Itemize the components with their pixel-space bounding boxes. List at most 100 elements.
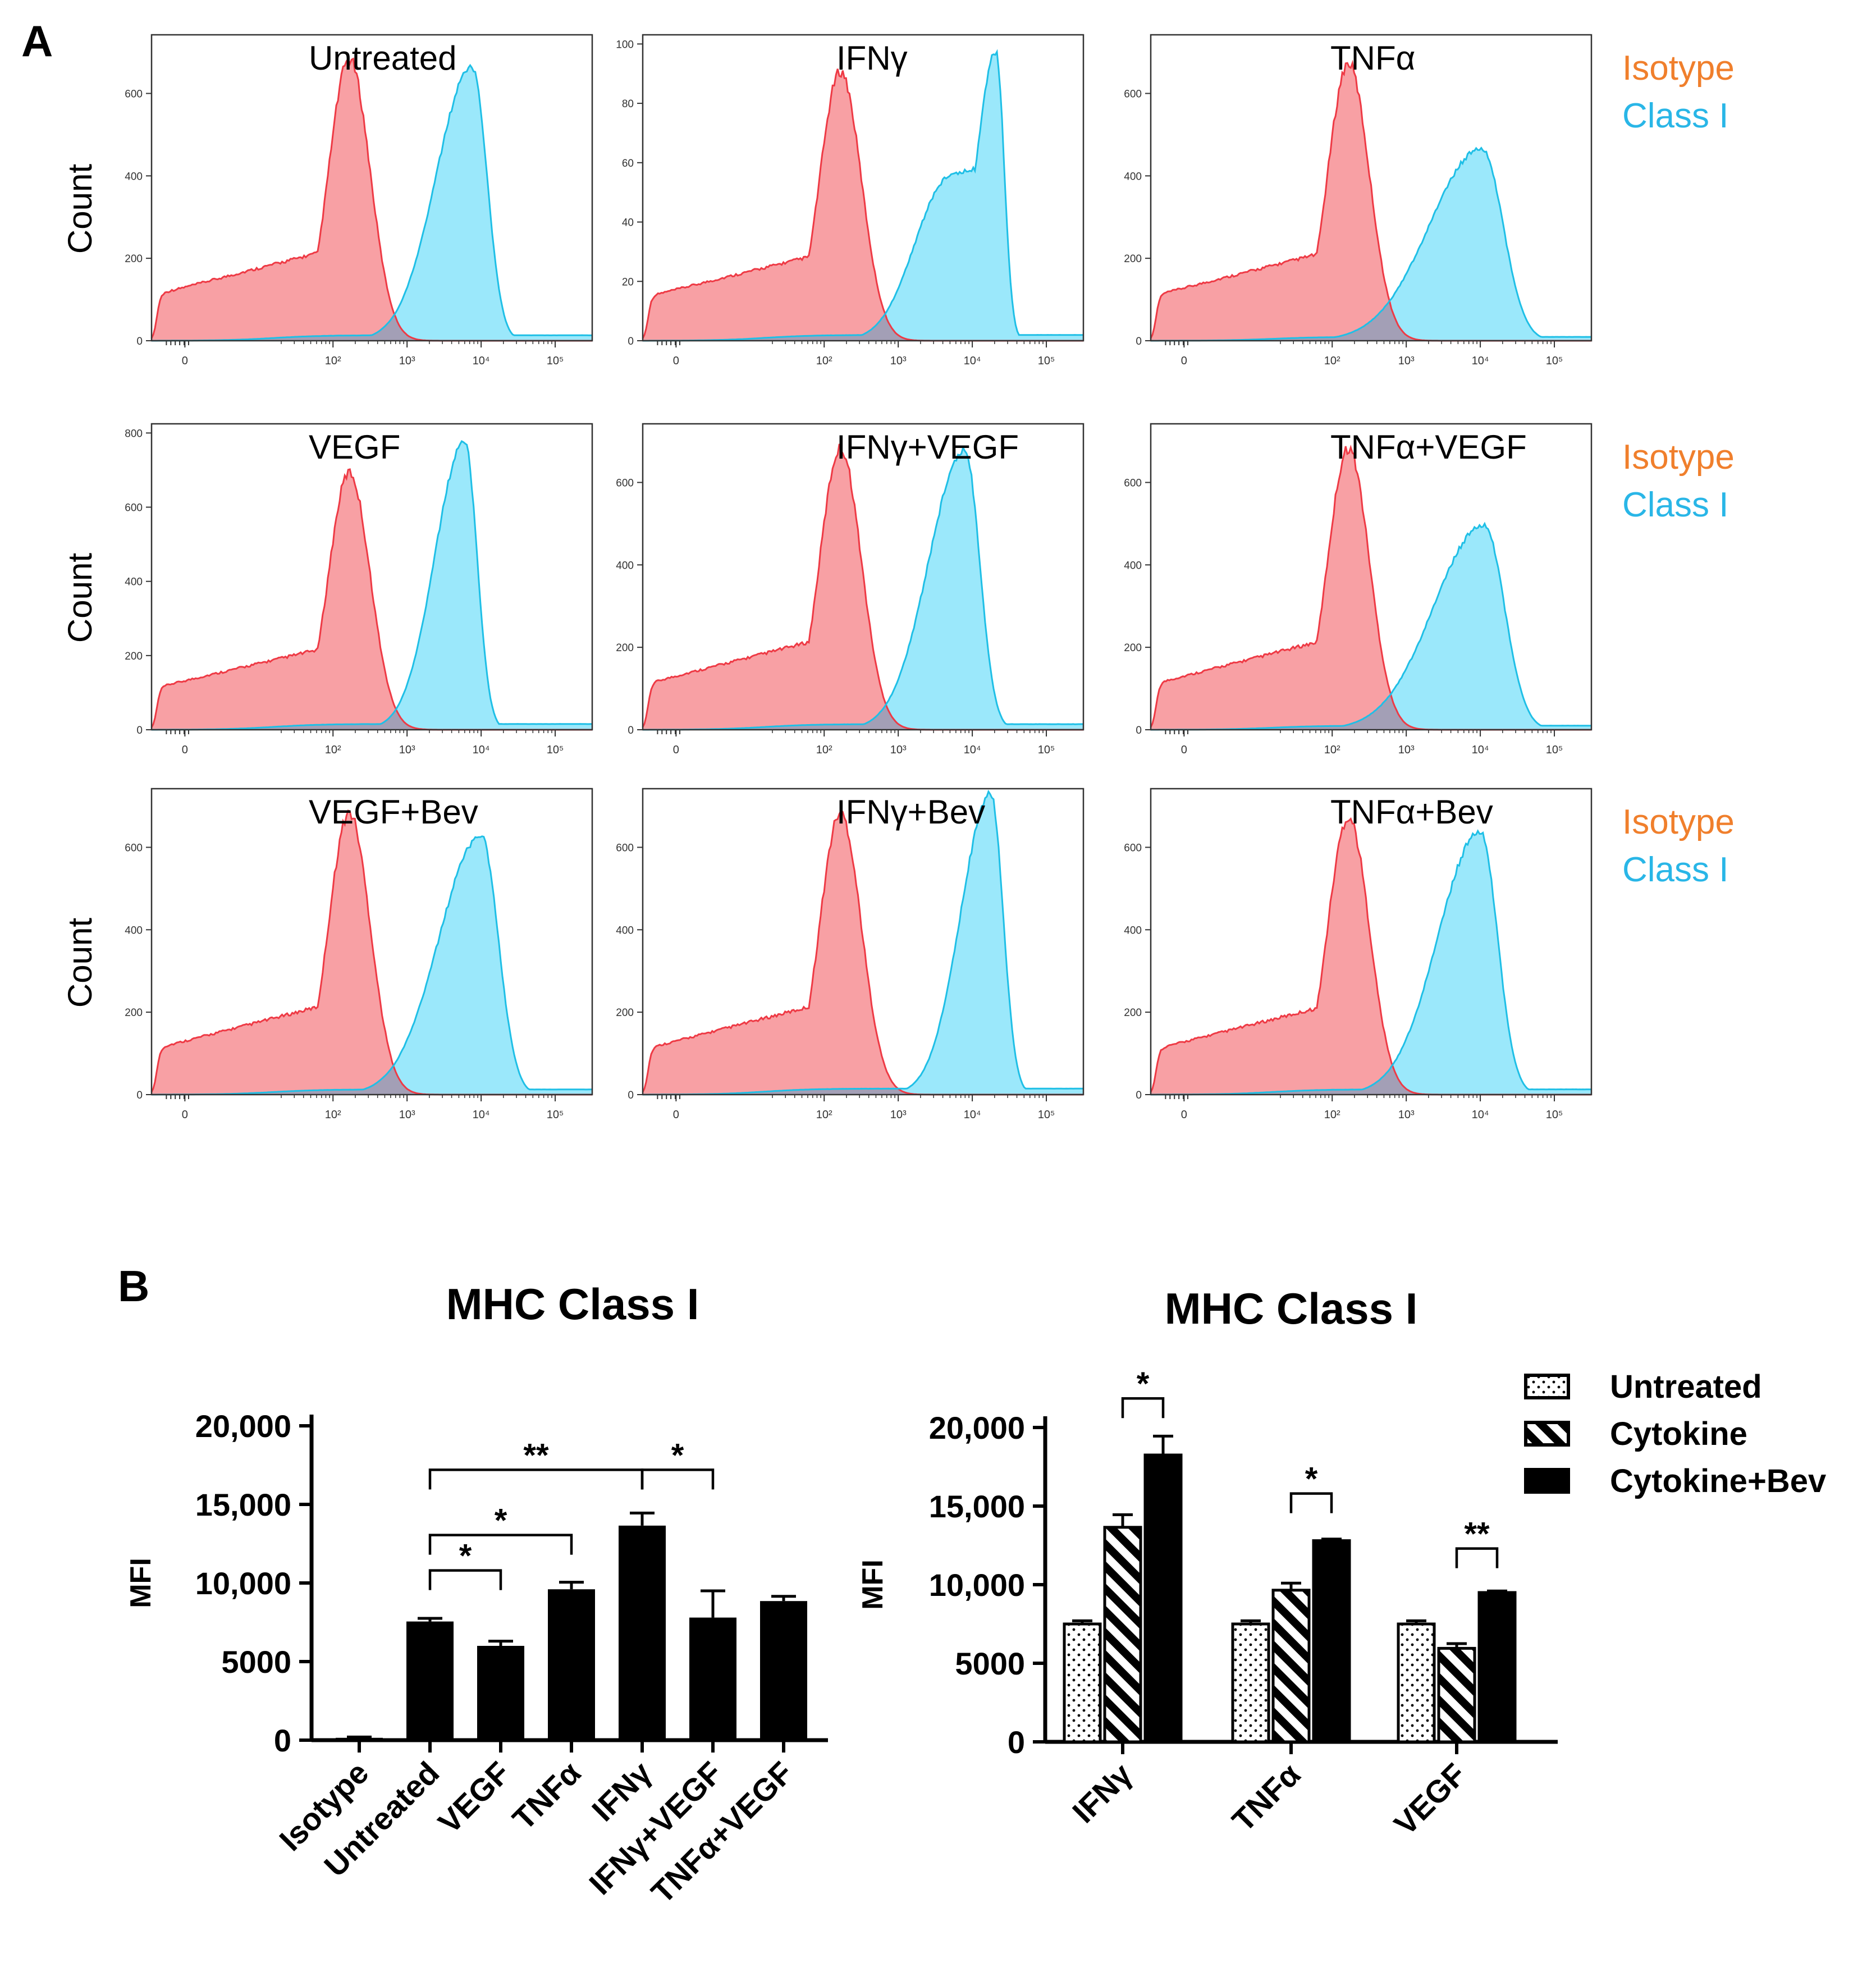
overlap-area [1151, 696, 1591, 730]
y-tick-label: 20,000 [195, 1408, 291, 1444]
x-tick-label: 10³ [1398, 1109, 1415, 1121]
x-tick-label: 10² [325, 1109, 341, 1121]
histogram-title: IFNγ+Bev [836, 793, 985, 831]
histogram-title: IFNγ+VEGF [836, 428, 1019, 466]
chart-title: MHC Class I [1165, 1284, 1418, 1333]
isotype-area [643, 811, 1083, 1095]
x-tick-label: TNFα [506, 1755, 588, 1837]
y-tick-label: 400 [616, 560, 634, 571]
histogram-title: IFNγ [836, 39, 908, 77]
histogram-title: VEGF+Bev [309, 793, 478, 831]
y-tick-label: 0 [1008, 1724, 1025, 1760]
significance-bracket [428, 1534, 573, 1555]
bar-VEGF-Cytokine [1437, 1646, 1476, 1744]
y-tick-label: 15,000 [195, 1487, 291, 1522]
histogram-title: TNFα+Bev [1330, 793, 1493, 831]
y-tick-label: 400 [125, 576, 143, 588]
class1-area [643, 52, 1083, 341]
legend-label: Untreated [1610, 1369, 1762, 1405]
histogram-title: TNFα+VEGF [1330, 428, 1527, 466]
x-tick-label: 10⁵ [1546, 355, 1563, 367]
bar-VEGF-Untreated [1397, 1622, 1436, 1744]
y-tick-label: 0 [1136, 336, 1142, 347]
histogram-frame [150, 34, 593, 342]
legend-class1: Class I [1622, 850, 1728, 889]
x-tick-label: 10² [816, 744, 832, 756]
bar-VEGF-Cytokine+Bev [1477, 1591, 1517, 1744]
y-tick-label: 200 [125, 1007, 143, 1019]
class1-area [152, 65, 592, 341]
isotype-area [1151, 63, 1591, 341]
histogram-1: Untreated 0 200 400 600 0 10² 10³ 10⁴ 10⁵ [125, 34, 593, 367]
x-tick-label: IFNγ [1065, 1756, 1138, 1829]
y-tick-label: 0 [1136, 725, 1142, 736]
y-tick-label: 10,000 [195, 1566, 291, 1601]
x-tick-label: 10³ [399, 1109, 415, 1121]
x-tick-label: 10⁴ [964, 1109, 981, 1121]
bar-chart-treatments: MHC Class I0500010,00015,00020,000MFIIso… [125, 1279, 828, 1910]
x-tick-label: 10³ [1398, 744, 1415, 756]
class1-area [643, 791, 1083, 1095]
y-tick-label: 600 [616, 477, 634, 489]
significance-bracket [1289, 1492, 1333, 1513]
y-tick-label: 400 [616, 925, 634, 936]
histogram-8: IFNγ+Bev 0 200 400 600 0 10² 10³ 10⁴ 10⁵ [616, 788, 1085, 1121]
x-tick-label: 10³ [399, 744, 415, 756]
class1-area [152, 836, 592, 1095]
bar-2 [406, 1621, 454, 1740]
histogram-frame [1150, 34, 1593, 342]
overlap-area [152, 710, 592, 730]
y-tick-label: 600 [1124, 842, 1142, 854]
y-tick-label: 200 [1124, 1007, 1142, 1019]
x-tick-label: 0 [673, 1109, 679, 1121]
x-tick-label: 10⁵ [547, 355, 564, 367]
y-tick-label: 200 [616, 642, 634, 654]
y-tick-label: 200 [125, 253, 143, 265]
x-tick-label: VEGF [431, 1755, 516, 1840]
bar-7 [760, 1601, 807, 1740]
y-tick-label: 80 [622, 98, 634, 110]
class1-area [1151, 148, 1591, 341]
bar-TNFα-Cytokine [1271, 1589, 1311, 1744]
count-axis-label: Count [61, 918, 99, 1008]
x-tick-label: 0 [182, 1109, 188, 1121]
y-tick-label: 0 [628, 336, 634, 347]
x-tick-label: 10² [816, 355, 832, 367]
x-tick-label: 10⁴ [1472, 355, 1489, 367]
significance-label: * [459, 1538, 472, 1575]
histogram-3: TNFα 0 200 400 600 0 10² 10³ 10⁴ 10⁵ [1124, 34, 1593, 367]
legend-isotype: Isotype [1622, 49, 1735, 88]
histogram-frame [1150, 423, 1593, 731]
x-tick-label: 10² [1324, 1109, 1340, 1121]
significance-label: ** [1464, 1516, 1490, 1553]
count-axis-label: Count [61, 164, 99, 254]
y-tick-label: 400 [125, 171, 143, 182]
x-tick-label: 10⁵ [1038, 355, 1055, 367]
bar-4 [548, 1589, 595, 1740]
significance-label: * [1305, 1461, 1318, 1498]
bar-3 [477, 1646, 524, 1740]
bar-chart-grouped: MHC Class I 0 5000 10,000 15,000 20,000 MFI IFN… [857, 1284, 1826, 1842]
y-tick-label: 400 [125, 925, 143, 936]
class1-area [152, 441, 592, 730]
y-tick-label: 400 [1124, 560, 1142, 571]
histogram-4: VEGF 0 200 400 600 800 0 10² 10³ 10⁴ 10⁵ [125, 423, 593, 756]
significance-bracket [640, 1468, 715, 1490]
overlap-area [152, 1067, 592, 1095]
x-tick-label: 10² [816, 1109, 832, 1121]
histogram-frame [150, 788, 593, 1096]
histogram-2: IFNγ 0 20 40 60 80 100 0 10² 10³ 10⁴ 10⁵ [616, 34, 1085, 367]
x-tick-label: 0 [673, 744, 679, 756]
isotype-area [152, 469, 592, 730]
class1-area [1151, 831, 1591, 1095]
y-tick-label: 800 [125, 428, 143, 440]
y-tick-label: 400 [1124, 171, 1142, 182]
x-tick-label: 10⁴ [1472, 1109, 1489, 1121]
x-tick-label: TNFα [1225, 1756, 1307, 1838]
histogram-title: VEGF [309, 428, 400, 466]
y-tick-label: 0 [136, 336, 143, 347]
histogram-frame [642, 423, 1085, 731]
y-tick-label: 600 [125, 842, 143, 854]
